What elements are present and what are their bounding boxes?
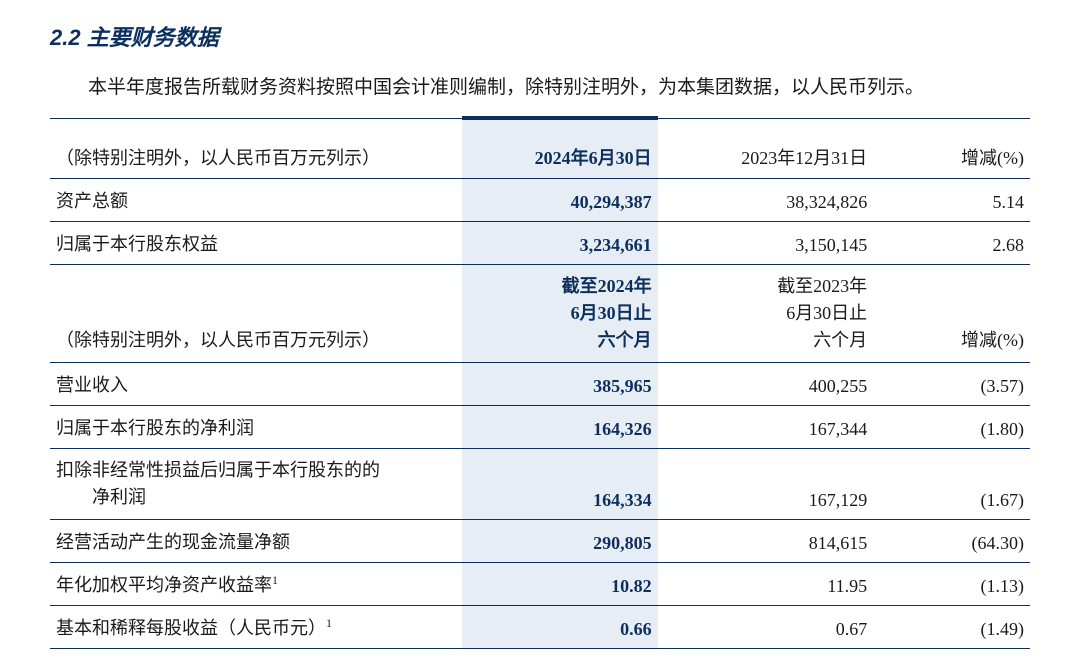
table-header-1: （除特别注明外，以人民币百万元列示） 2024年6月30日 2023年12月31… (50, 136, 1030, 179)
row-previous: 3,150,145 (658, 222, 874, 265)
table-top-rule (50, 118, 1030, 136)
row-current: 164,334 (462, 449, 658, 520)
header1-current: 2024年6月30日 (462, 136, 658, 179)
row-current: 164,326 (462, 406, 658, 449)
row-previous: 167,129 (658, 449, 874, 520)
row-change: (3.57) (873, 363, 1030, 406)
header1-change: 增减(%) (873, 136, 1030, 179)
row-previous: 814,615 (658, 520, 874, 563)
row-label: 归属于本行股东的净利润 (50, 406, 462, 449)
row-previous: 0.67 (658, 606, 874, 649)
intro-paragraph: 本半年度报告所载财务资料按照中国会计准则编制，除特别注明外，为本集团数据，以人民… (50, 70, 1030, 106)
row-current: 0.66 (462, 606, 658, 649)
footnote-ref: 1 (272, 573, 278, 587)
row-change: (1.13) (873, 563, 1030, 606)
row-current: 3,234,661 (462, 222, 658, 265)
header2-current: 截至2024年6月30日止六个月 (462, 265, 658, 363)
row-change: (1.80) (873, 406, 1030, 449)
row-label: 经营活动产生的现金流量净额 (50, 520, 462, 563)
row-previous: 38,324,826 (658, 179, 874, 222)
row-current: 40,294,387 (462, 179, 658, 222)
header1-label: （除特别注明外，以人民币百万元列示） (50, 136, 462, 179)
row-label: 扣除非经常性损益后归属于本行股东的的 净利润 (50, 449, 462, 520)
section-heading: 2.2 主要财务数据 (50, 20, 1030, 52)
row-label: 年化加权平均净资产收益率1 (50, 563, 462, 606)
financial-data-table: （除特别注明外，以人民币百万元列示） 2024年6月30日 2023年12月31… (50, 116, 1030, 649)
table-row: 基本和稀释每股收益（人民币元）1 0.66 0.67 (1.49) (50, 606, 1030, 649)
row-previous: 400,255 (658, 363, 874, 406)
row-change: (1.67) (873, 449, 1030, 520)
header2-change: 增减(%) (873, 265, 1030, 363)
table-row: 资产总额 40,294,387 38,324,826 5.14 (50, 179, 1030, 222)
header1-previous: 2023年12月31日 (658, 136, 874, 179)
table-row: 归属于本行股东的净利润 164,326 167,344 (1.80) (50, 406, 1030, 449)
row-current: 290,805 (462, 520, 658, 563)
row-label: 资产总额 (50, 179, 462, 222)
row-label: 基本和稀释每股收益（人民币元）1 (50, 606, 462, 649)
row-change: 2.68 (873, 222, 1030, 265)
row-previous: 11.95 (658, 563, 874, 606)
row-previous: 167,344 (658, 406, 874, 449)
row-change: (1.49) (873, 606, 1030, 649)
table-row: 归属于本行股东权益 3,234,661 3,150,145 2.68 (50, 222, 1030, 265)
row-label: 归属于本行股东权益 (50, 222, 462, 265)
table-row: 经营活动产生的现金流量净额 290,805 814,615 (64.30) (50, 520, 1030, 563)
header2-previous: 截至2023年6月30日止六个月 (658, 265, 874, 363)
header2-label: （除特别注明外，以人民币百万元列示） (50, 265, 462, 363)
table-row: 扣除非经常性损益后归属于本行股东的的 净利润 164,334 167,129 (… (50, 449, 1030, 520)
table-header-2: （除特别注明外，以人民币百万元列示） 截至2024年6月30日止六个月 截至20… (50, 265, 1030, 363)
table-row: 年化加权平均净资产收益率1 10.82 11.95 (1.13) (50, 563, 1030, 606)
row-current: 10.82 (462, 563, 658, 606)
row-change: (64.30) (873, 520, 1030, 563)
table-row: 营业收入 385,965 400,255 (3.57) (50, 363, 1030, 406)
row-change: 5.14 (873, 179, 1030, 222)
row-current: 385,965 (462, 363, 658, 406)
row-label: 营业收入 (50, 363, 462, 406)
footnote-ref: 1 (326, 616, 332, 630)
